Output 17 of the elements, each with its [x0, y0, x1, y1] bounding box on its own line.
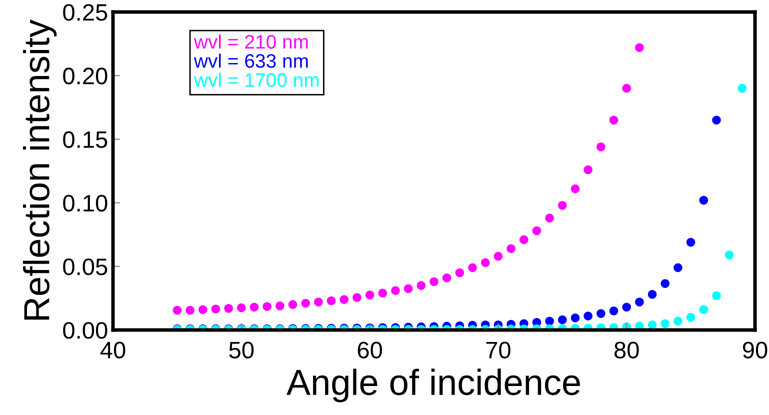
- y-tick-label: 0.10: [63, 194, 108, 212]
- y-tick-label: 0.25: [63, 4, 108, 21]
- x-tick-label: 90: [742, 342, 768, 358]
- x-tick-label: 60: [358, 342, 382, 358]
- x-tick-label: 70: [486, 342, 510, 358]
- x-tick-label: 80: [614, 342, 639, 358]
- y-axis-title: Reflection intensity: [22, 20, 57, 320]
- text: wvl = 1700 nm: [194, 72, 319, 87]
- text: wvl = 210 nm: [194, 34, 308, 49]
- x-tick-label: 50: [229, 342, 254, 358]
- x-tick-label: 40: [100, 342, 126, 358]
- x-axis-title: Angle of incidence: [286, 368, 580, 402]
- y-tick-label: 0.00: [63, 322, 108, 339]
- y-tick-label: 0.20: [63, 68, 108, 84]
- y-tick-label: 0.05: [63, 258, 108, 276]
- text: wvl = 633 nm: [194, 54, 308, 68]
- y-tick-label: 0.15: [63, 131, 108, 148]
